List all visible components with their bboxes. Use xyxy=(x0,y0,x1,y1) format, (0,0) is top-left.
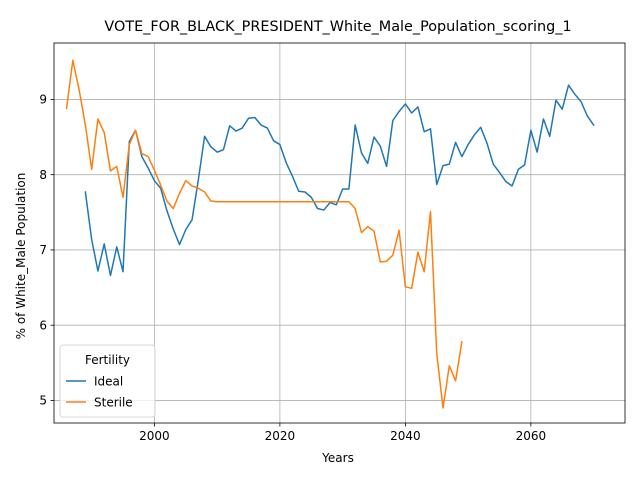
legend-label-ideal: Ideal xyxy=(94,374,123,388)
y-tick-label: 9 xyxy=(39,93,47,107)
chart-title: VOTE_FOR_BLACK_PRESIDENT_White_Male_Popu… xyxy=(104,19,571,35)
tick-layer: 2000 2020 2040 2060 5 6 7 8 9 xyxy=(39,93,546,443)
x-tick-label: 2020 xyxy=(265,429,296,443)
axes-frame xyxy=(53,42,626,424)
y-tick-label: 6 xyxy=(39,318,47,332)
series-line-ideal xyxy=(84,84,595,277)
x-tick-label: 2000 xyxy=(139,429,170,443)
y-tick-label: 7 xyxy=(39,243,47,257)
legend-title: Fertility xyxy=(85,353,130,367)
x-axis-title: Years xyxy=(321,451,354,465)
y-tick-label: 8 xyxy=(39,168,47,182)
x-tick-label: 2060 xyxy=(516,429,547,443)
axes-spines xyxy=(53,42,626,424)
x-tick-label: 2040 xyxy=(390,429,421,443)
y-tick-label: 5 xyxy=(39,394,47,408)
series-line-sterile xyxy=(65,59,463,409)
series-layer xyxy=(65,59,595,409)
legend-box xyxy=(59,344,156,418)
legend: Fertility Ideal Sterile xyxy=(59,344,156,418)
legend-label-sterile: Sterile xyxy=(94,395,133,409)
y-axis-title: % of White_Male Population xyxy=(14,173,28,340)
